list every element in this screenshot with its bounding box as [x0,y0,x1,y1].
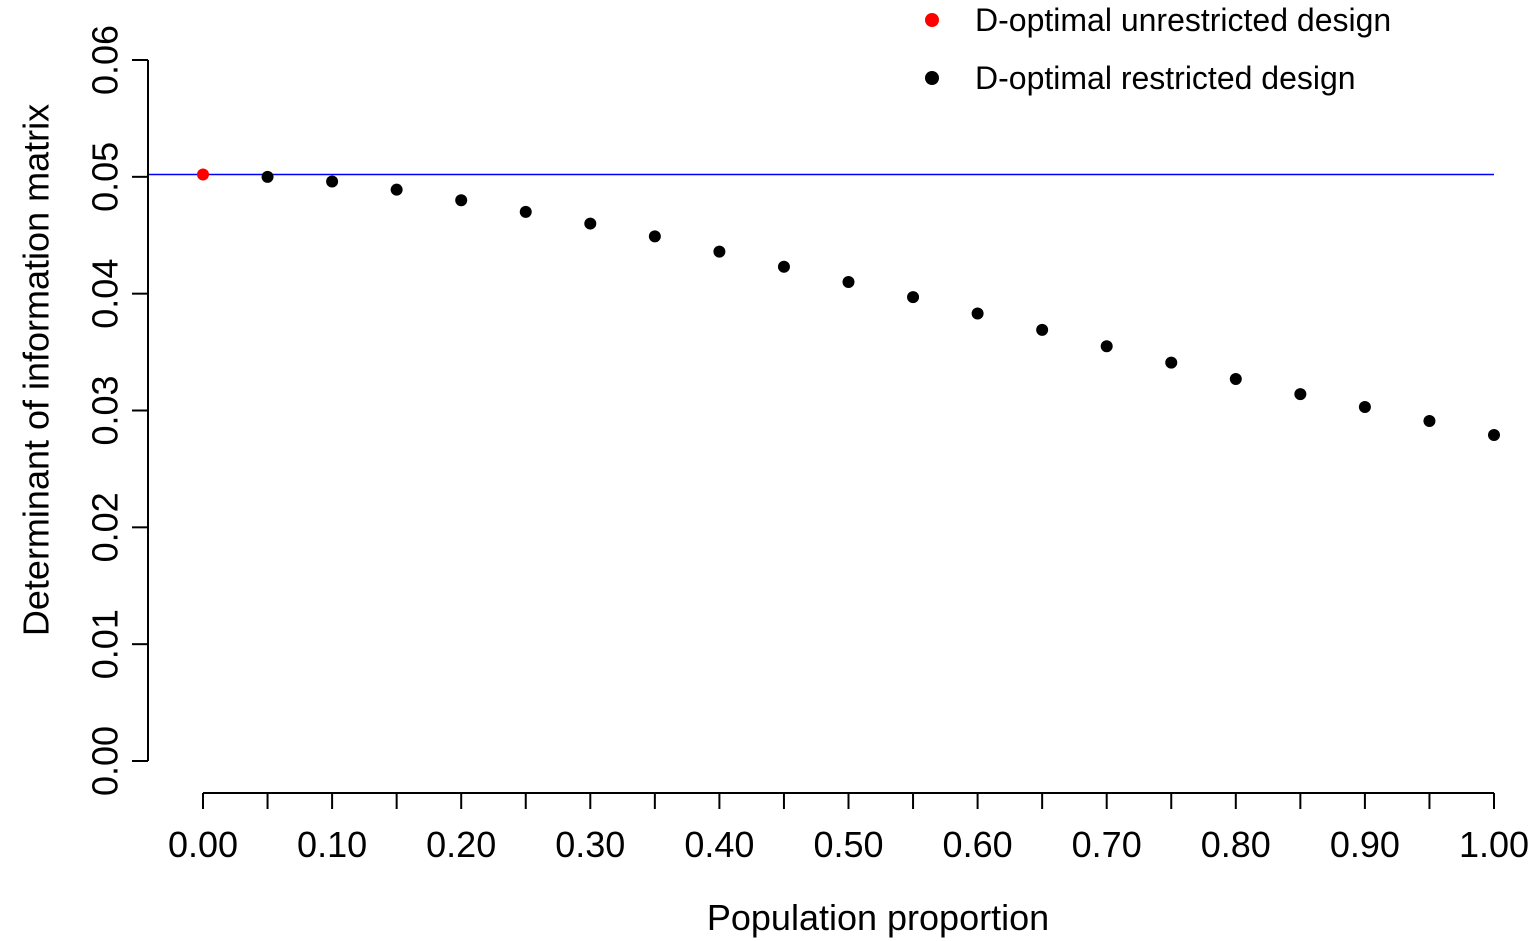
y-tick-label: 0.01 [85,609,126,679]
x-tick-label: 0.80 [1201,824,1271,865]
x-tick-label: 0.60 [943,824,1013,865]
x-tick-label: 0.30 [555,824,625,865]
restricted-point [1165,356,1178,369]
legend-marker [925,13,939,27]
x-tick-label: 0.70 [1072,824,1142,865]
restricted-point [326,175,339,188]
legend: D-optimal unrestricted design D-optimal r… [925,2,1391,96]
restricted-point [1358,400,1371,413]
restricted-point [390,183,403,196]
x-tick-label: 0.10 [297,824,367,865]
x-tick-label: 0.50 [813,824,883,865]
restricted-point [971,307,984,320]
x-tick-label: 0.20 [426,824,496,865]
restricted-point [584,217,597,230]
x-tick-label: 0.00 [168,824,238,865]
legend-label: D-optimal unrestricted design [975,2,1391,38]
restricted-point [842,275,855,288]
legend-label: D-optimal restricted design [975,60,1356,96]
y-tick-label: 0.05 [85,142,126,212]
y-axis-title: Determinant of information matrix [16,104,57,636]
y-tick-label: 0.03 [85,375,126,445]
x-tick-label: 0.40 [684,824,754,865]
x-tick-label: 1.00 [1459,824,1529,865]
restricted-point [1423,415,1436,428]
restricted-point [1488,429,1500,442]
y-tick-label: 0.06 [85,25,126,95]
restricted-point [648,230,661,243]
unrestricted-point [197,168,209,181]
x-tick-label: 0.90 [1330,824,1400,865]
restricted-point [455,194,468,207]
y-tick-label: 0.02 [85,492,126,562]
restricted-point [1229,372,1242,385]
restricted-point [1100,340,1113,353]
restricted-point [1036,323,1049,336]
y-tick-label: 0.04 [85,259,126,329]
restricted-point [1294,388,1307,401]
x-axis-title: Population proportion [707,897,1049,938]
legend-marker [925,71,939,85]
restricted-point [713,245,726,258]
y-tick-label: 0.00 [85,726,126,796]
restricted-point [261,170,274,183]
restricted-point [777,260,790,273]
restricted-point [907,291,920,304]
restricted-point [519,205,532,218]
